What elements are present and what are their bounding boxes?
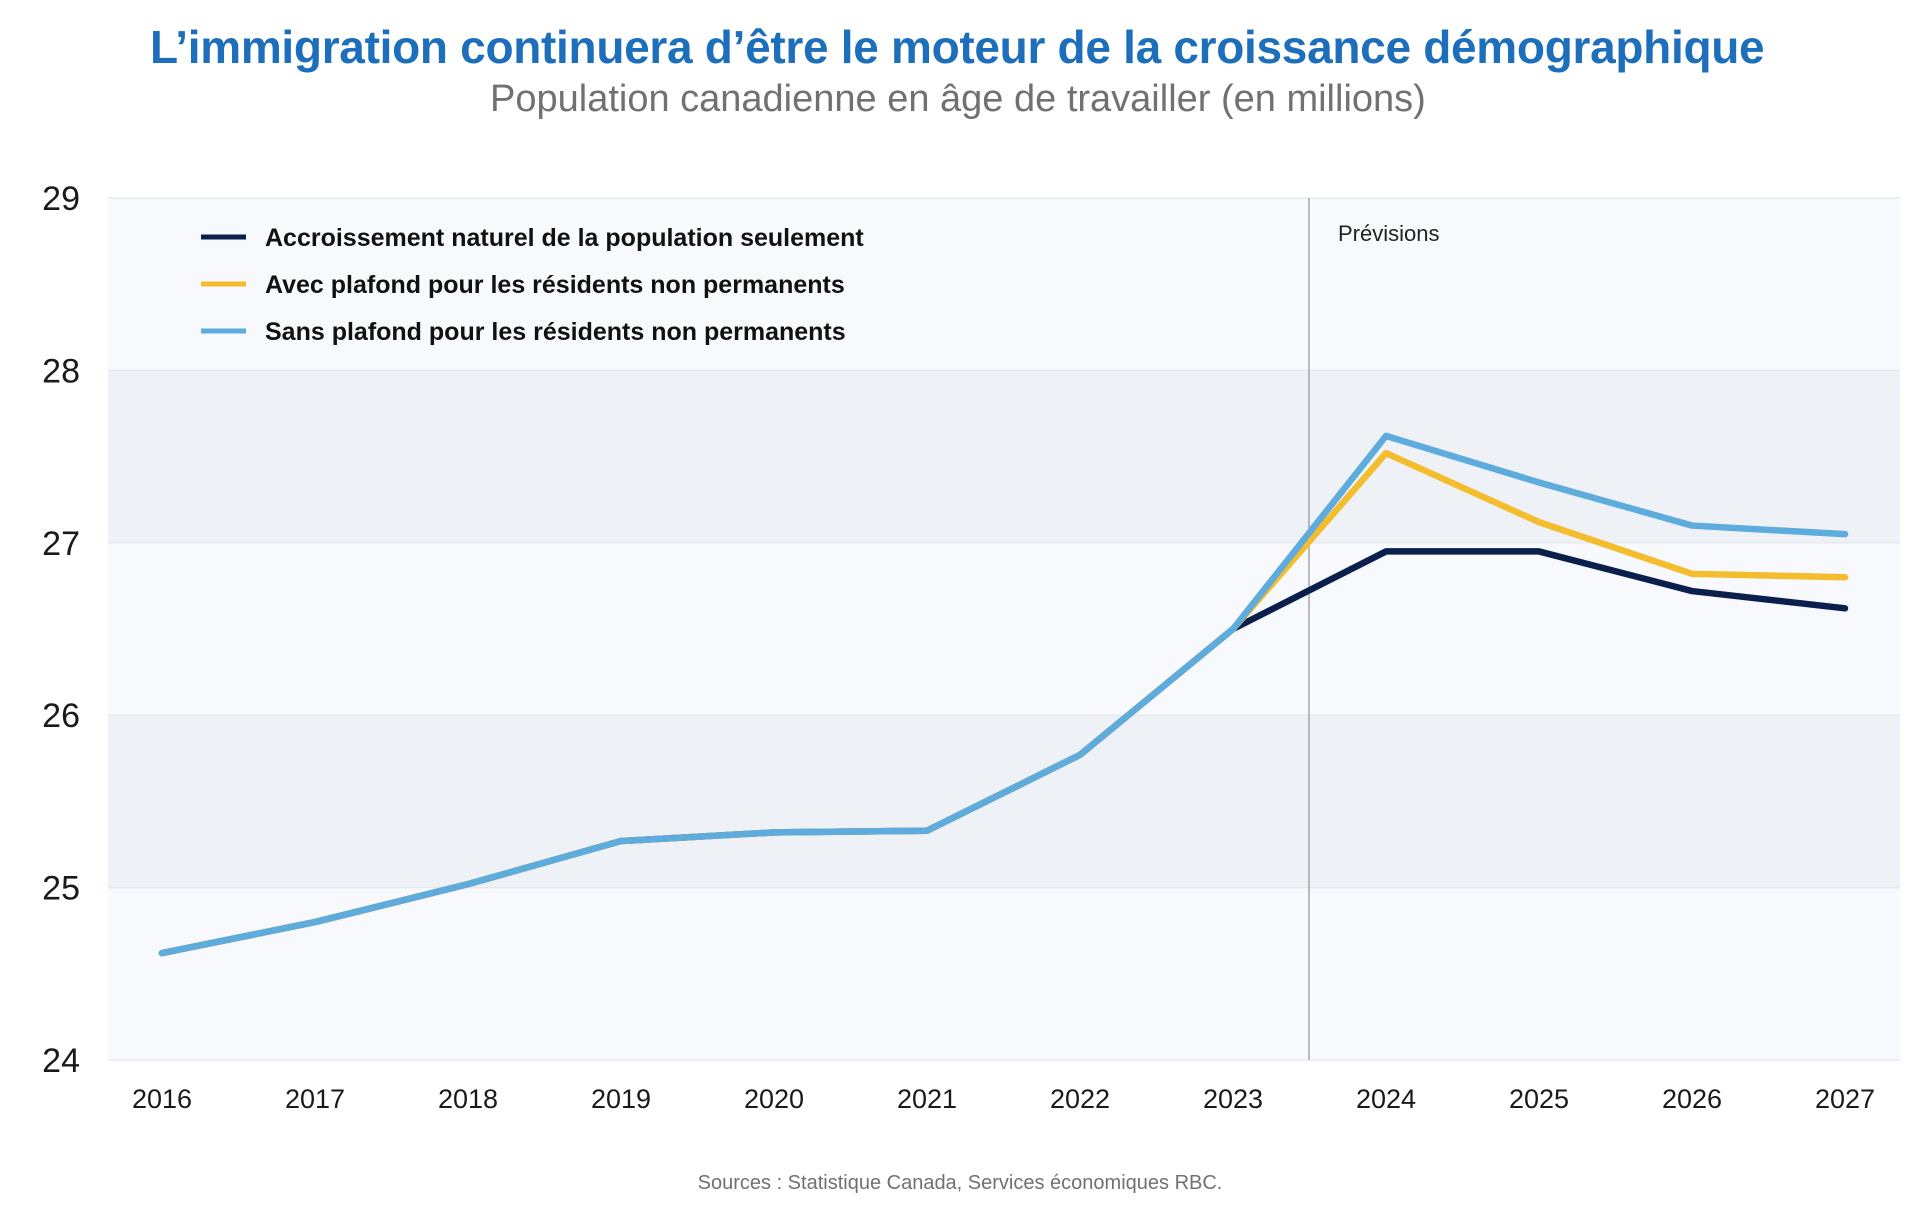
svg-text:Prévisions: Prévisions xyxy=(1338,221,1439,246)
svg-text:29: 29 xyxy=(42,180,80,218)
svg-text:2020: 2020 xyxy=(744,1084,804,1114)
svg-text:2019: 2019 xyxy=(591,1084,651,1114)
svg-text:Accroissement naturel de la po: Accroissement naturel de la population s… xyxy=(265,224,864,252)
svg-text:2025: 2025 xyxy=(1509,1084,1569,1114)
svg-text:2027: 2027 xyxy=(1815,1084,1875,1114)
svg-text:2022: 2022 xyxy=(1050,1084,1110,1114)
svg-text:2021: 2021 xyxy=(897,1084,957,1114)
svg-text:27: 27 xyxy=(42,525,80,563)
svg-text:26: 26 xyxy=(42,697,80,735)
svg-text:2016: 2016 xyxy=(132,1084,192,1114)
svg-text:25: 25 xyxy=(42,870,80,908)
svg-text:2018: 2018 xyxy=(438,1084,498,1114)
svg-text:Avec plafond pour les résident: Avec plafond pour les résidents non perm… xyxy=(265,271,845,299)
svg-text:2017: 2017 xyxy=(285,1084,345,1114)
svg-text:Sans plafond pour les résident: Sans plafond pour les résidents non perm… xyxy=(265,318,846,346)
svg-text:2024: 2024 xyxy=(1356,1084,1416,1114)
svg-text:2023: 2023 xyxy=(1203,1084,1263,1114)
svg-text:24: 24 xyxy=(42,1042,80,1080)
svg-text:28: 28 xyxy=(42,352,80,390)
svg-text:2026: 2026 xyxy=(1662,1084,1722,1114)
